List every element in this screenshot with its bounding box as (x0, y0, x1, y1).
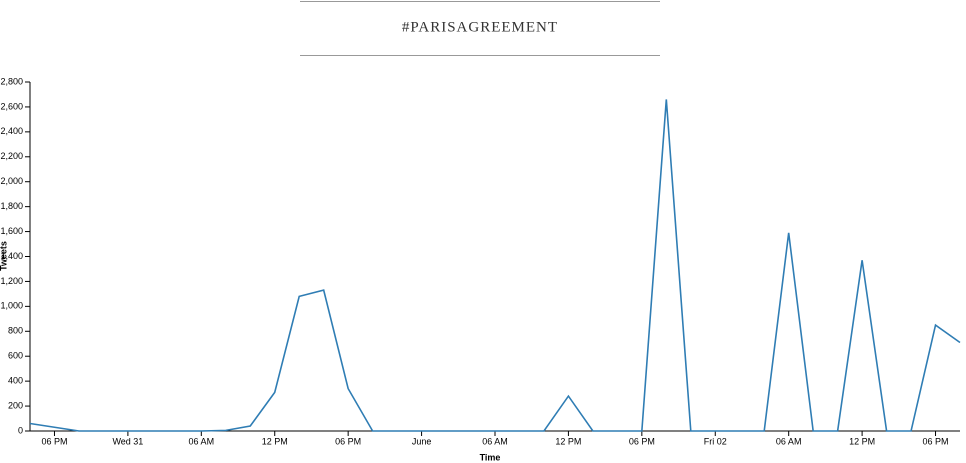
x-tick-label: 06 PM (629, 436, 655, 446)
y-tick-label: 1,200 (0, 276, 23, 286)
y-tick-label: 2,200 (0, 151, 23, 161)
y-tick-label: 0 (18, 425, 23, 435)
x-tick-label: 06 AM (189, 436, 215, 446)
y-tick-label: 2,600 (0, 101, 23, 111)
y-tick-label: 200 (8, 400, 23, 410)
x-tick-label: 12 PM (849, 436, 875, 446)
y-tick-label: 600 (8, 351, 23, 361)
line (29, 99, 961, 432)
x-axis-label: Time (480, 452, 501, 462)
x-tick-label: 06 PM (923, 436, 949, 446)
y-tick-label: 800 (8, 326, 23, 336)
x-tick-label: Fri 02 (704, 436, 727, 446)
y-tick-label: 1,000 (0, 301, 23, 311)
x-tick-label: 12 PM (555, 436, 581, 446)
y-tick-label: 2,800 (0, 76, 23, 86)
y-tick-label: 1,600 (0, 226, 23, 236)
chart-title: #PARISAGREEMENT (402, 19, 558, 35)
y-tick-label: 2,000 (0, 176, 23, 186)
x-tick-label: June (412, 436, 432, 446)
y-tick-label: 400 (8, 376, 23, 386)
y-axis-label: Tweets (0, 241, 8, 271)
y-tick-label: 1,400 (0, 251, 23, 261)
x-tick-label: 06 PM (335, 436, 361, 446)
y-tick-label: 2,400 (0, 126, 23, 136)
x-tick-label: 06 AM (482, 436, 508, 446)
x-tick-label: 06 PM (41, 436, 67, 446)
x-tick-label: 12 PM (262, 436, 288, 446)
x-tick-label: 06 AM (776, 436, 802, 446)
y-tick-label: 1,800 (0, 201, 23, 211)
x-tick-label: Wed 31 (112, 436, 143, 446)
